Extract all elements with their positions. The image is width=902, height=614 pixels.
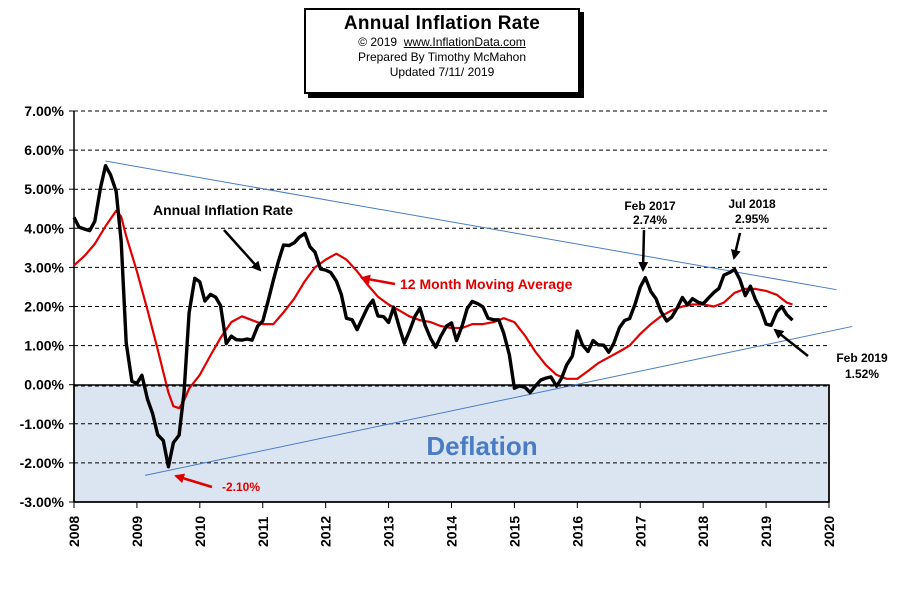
y-tick-label: 3.00% bbox=[24, 259, 64, 275]
feb2019-value: 1.52% bbox=[845, 367, 879, 381]
prepared-by: Prepared By Timothy McMahon bbox=[357, 50, 527, 64]
updated-date: Updated 7/11/ 2019 bbox=[389, 65, 495, 79]
chart-title: Annual Inflation Rate bbox=[343, 13, 541, 34]
x-tick-label: 2016 bbox=[569, 516, 585, 547]
y-tick-label: 6.00% bbox=[24, 142, 64, 158]
x-tick-label: 2017 bbox=[632, 516, 648, 547]
y-tick-label: 1.00% bbox=[24, 338, 64, 354]
moving-average-line bbox=[73, 209, 793, 410]
x-tick-label: 2018 bbox=[695, 516, 711, 547]
x-tick-label: 2015 bbox=[506, 516, 522, 547]
x-tick-label: 2019 bbox=[758, 516, 774, 547]
x-tick-label: 2020 bbox=[821, 516, 837, 547]
y-tick-label: 2.00% bbox=[24, 299, 64, 315]
jul2018-label: Jul 2018 bbox=[728, 197, 776, 211]
chart-title-box: Annual Inflation Rate © 2019 www.Inflati… bbox=[304, 8, 580, 94]
trend-line bbox=[144, 325, 853, 476]
site-link[interactable]: www.InflationData.com bbox=[403, 35, 526, 49]
y-tick-label: 4.00% bbox=[24, 220, 64, 236]
y-tick-label: 0.00% bbox=[24, 377, 64, 393]
feb2019-arrow bbox=[773, 328, 809, 357]
x-tick-label: 2008 bbox=[66, 516, 82, 547]
y-tick-label: -1.00% bbox=[20, 416, 65, 432]
feb2019-label: Feb 2019 bbox=[836, 351, 888, 365]
y-tick-label: 7.00% bbox=[24, 103, 64, 119]
moving-average-label: 12 Month Moving Average bbox=[400, 276, 573, 292]
x-tick-label: 2014 bbox=[444, 516, 460, 547]
annual-arrow bbox=[223, 229, 262, 272]
y-axis-ticks: 7.00% 6.00% 5.00% 4.00% 3.00% 2.00% 1.00% 0.00%… bbox=[20, 103, 74, 510]
x-tick-label: 2009 bbox=[129, 516, 145, 547]
annual-inflation-line bbox=[72, 164, 794, 469]
feb2017-label: Feb 2017 bbox=[624, 199, 676, 213]
copyright-line: © 2019 www.InflationData.com bbox=[306, 35, 578, 50]
feb2017-arrow bbox=[638, 229, 649, 272]
trend-line bbox=[105, 160, 837, 291]
low-arrow bbox=[174, 473, 213, 489]
x-axis-ticks: 2008 2009 2010 2011 2012 2013 2014 2015 2016 2017… bbox=[66, 502, 837, 547]
x-tick-label: 2010 bbox=[192, 516, 208, 547]
x-tick-label: 2011 bbox=[255, 516, 271, 547]
jul2018-arrow bbox=[731, 232, 742, 260]
x-tick-label: 2013 bbox=[381, 516, 397, 547]
deflation-label: Deflation bbox=[426, 431, 537, 461]
y-tick-label: 5.00% bbox=[24, 181, 64, 197]
jul2018-value: 2.95% bbox=[735, 212, 769, 226]
low-value-label: -2.10% bbox=[222, 480, 260, 494]
copyright: © 2019 bbox=[358, 35, 398, 49]
ma-arrow bbox=[360, 274, 396, 286]
y-tick-label: -2.00% bbox=[20, 455, 65, 471]
y-tick-label: -3.00% bbox=[20, 494, 65, 510]
annual-inflation-label: Annual Inflation Rate bbox=[153, 202, 293, 218]
x-tick-label: 2012 bbox=[318, 516, 334, 547]
trend-lines bbox=[105, 160, 853, 476]
feb2017-value: 2.74% bbox=[633, 213, 667, 227]
